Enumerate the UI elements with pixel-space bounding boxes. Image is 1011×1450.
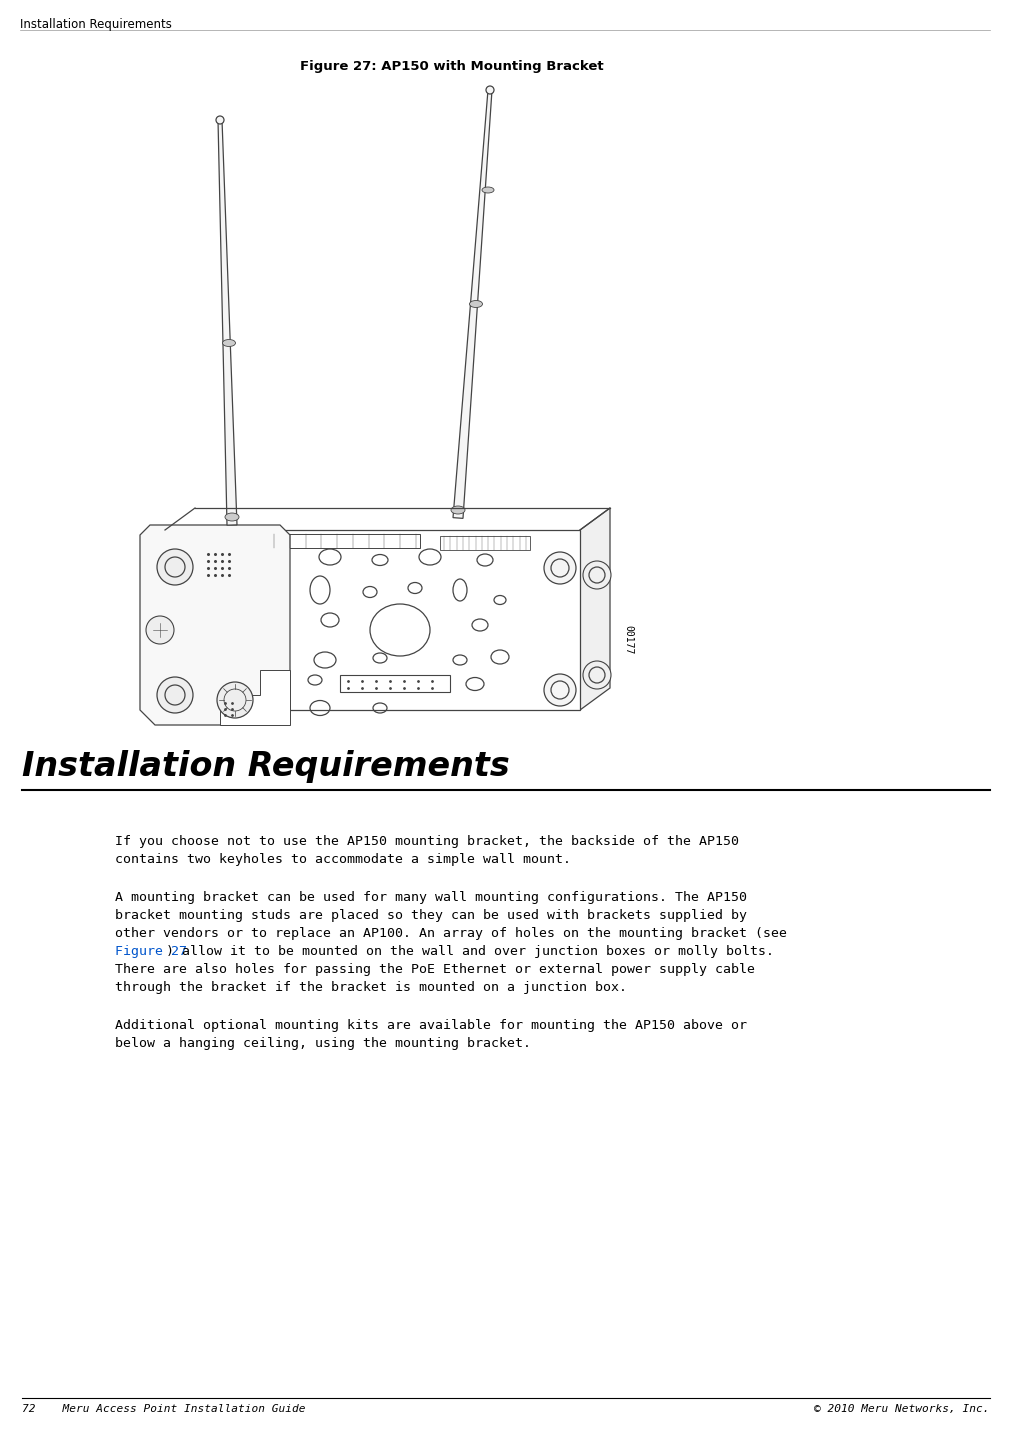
- Circle shape: [146, 616, 174, 644]
- Polygon shape: [165, 531, 579, 710]
- Text: A mounting bracket can be used for many wall mounting configurations. The AP150: A mounting bracket can be used for many …: [115, 890, 746, 903]
- Text: through the bracket if the bracket is mounted on a junction box.: through the bracket if the bracket is mo…: [115, 982, 627, 995]
- Text: Figure 27: AP150 with Mounting Bracket: Figure 27: AP150 with Mounting Bracket: [299, 59, 603, 72]
- Text: If you choose not to use the AP150 mounting bracket, the backside of the AP150: If you choose not to use the AP150 mount…: [115, 835, 738, 848]
- Circle shape: [544, 552, 575, 584]
- Polygon shape: [140, 525, 290, 725]
- Text: 00177: 00177: [623, 625, 632, 655]
- Polygon shape: [453, 90, 491, 518]
- Ellipse shape: [222, 339, 236, 347]
- Ellipse shape: [224, 513, 239, 521]
- Text: Installation Requirements: Installation Requirements: [22, 750, 510, 783]
- Circle shape: [582, 661, 611, 689]
- Text: © 2010 Meru Networks, Inc.: © 2010 Meru Networks, Inc.: [814, 1404, 989, 1414]
- Ellipse shape: [485, 86, 493, 94]
- Polygon shape: [219, 670, 290, 725]
- Text: contains two keyholes to accommodate a simple wall mount.: contains two keyholes to accommodate a s…: [115, 853, 570, 866]
- Ellipse shape: [451, 506, 464, 513]
- Circle shape: [582, 561, 611, 589]
- Text: There are also holes for passing the PoE Ethernet or external power supply cable: There are also holes for passing the PoE…: [115, 963, 754, 976]
- Text: Figure 27: Figure 27: [115, 945, 187, 958]
- Text: 72    Meru Access Point Installation Guide: 72 Meru Access Point Installation Guide: [22, 1404, 305, 1414]
- Circle shape: [216, 682, 253, 718]
- Circle shape: [544, 674, 575, 706]
- Text: other vendors or to replace an AP100. An array of holes on the mounting bracket : other vendors or to replace an AP100. An…: [115, 927, 787, 940]
- Circle shape: [157, 550, 193, 584]
- Polygon shape: [579, 507, 610, 710]
- Text: Additional optional mounting kits are available for mounting the AP150 above or: Additional optional mounting kits are av…: [115, 1019, 746, 1032]
- Text: Installation Requirements: Installation Requirements: [20, 17, 172, 30]
- Text: bracket mounting studs are placed so they can be used with brackets supplied by: bracket mounting studs are placed so the…: [115, 909, 746, 922]
- Circle shape: [157, 677, 193, 713]
- Ellipse shape: [469, 300, 482, 307]
- Text: ) allow it to be mounted on the wall and over junction boxes or molly bolts.: ) allow it to be mounted on the wall and…: [166, 945, 773, 958]
- Ellipse shape: [215, 116, 223, 125]
- Text: below a hanging ceiling, using the mounting bracket.: below a hanging ceiling, using the mount…: [115, 1037, 531, 1050]
- Ellipse shape: [481, 187, 493, 193]
- Polygon shape: [217, 120, 237, 525]
